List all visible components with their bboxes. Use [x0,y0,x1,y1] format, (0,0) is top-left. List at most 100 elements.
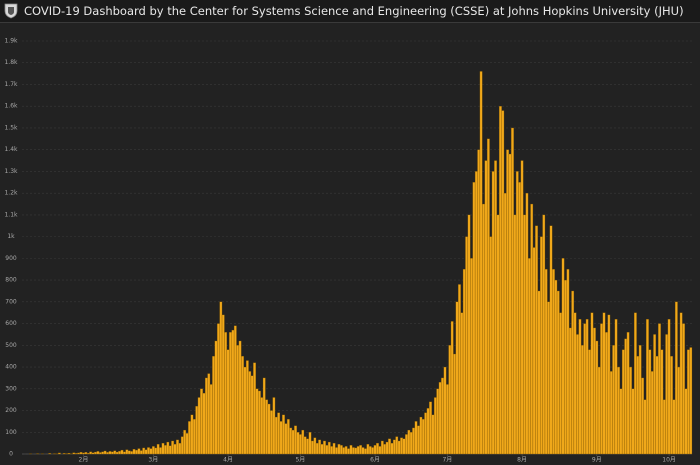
y-tick-label: 1k [7,233,15,240]
bar [474,171,478,455]
bar [662,399,666,455]
bar [484,160,488,455]
bar [238,340,242,455]
y-tick-label: 1.1k [4,211,18,218]
bar [602,312,606,455]
bar [646,319,649,455]
bar [301,429,305,455]
bar [313,437,317,455]
bar [655,356,659,455]
bar [262,377,266,455]
bar [378,446,382,455]
bar [151,446,155,455]
bar [414,421,418,455]
bar [385,441,389,455]
bar [118,451,121,455]
bar [672,399,676,455]
bar [443,366,447,455]
bar [612,345,616,455]
bar [648,349,652,455]
y-tick-label: 1.4k [4,146,18,153]
title: COVID-19 Dashboard by the Center for Sys… [24,4,684,18]
bar [682,323,685,455]
bar [178,442,182,455]
bar [311,440,314,455]
bar [164,445,167,455]
bar [335,447,338,455]
bar [576,334,579,455]
bar [352,447,355,455]
bar [94,451,97,455]
bar [91,452,95,455]
bar [62,453,66,455]
bar [98,452,102,455]
bar [402,438,406,455]
bar [542,214,546,455]
bar [501,110,505,455]
bar [499,106,502,455]
bar [339,445,343,455]
bar [359,445,362,455]
bar [168,445,172,455]
bar [149,448,153,455]
bar [503,193,507,455]
bar [142,447,146,455]
bar [552,269,555,455]
y-tick-label: 800 [5,277,17,284]
bar [650,371,654,455]
bar [180,436,184,455]
bar [265,399,268,455]
bar [600,323,603,455]
bar [327,441,331,455]
bar [282,414,285,455]
bar [84,452,88,455]
bar [482,203,485,455]
bar [253,362,256,455]
y-tick-label: 1.3k [4,168,18,175]
bar [527,258,531,455]
bar [658,323,661,455]
bar [159,447,162,455]
bar [496,214,500,455]
bar [624,338,628,455]
bar [96,451,100,455]
bar [226,349,230,455]
bar [689,347,693,455]
bar [200,388,203,455]
bar [684,388,688,455]
bar [626,332,630,455]
bar [677,366,681,455]
bar [48,453,52,455]
bar [479,71,483,455]
bar [525,193,529,455]
bar [373,445,377,455]
bar [636,356,640,455]
bar [383,444,387,455]
bar [687,349,690,455]
bar [221,314,225,455]
bar [130,451,134,455]
bar [233,325,237,455]
y-tick-label: 1.8k [4,59,18,66]
bar [236,345,240,455]
bar [561,258,565,455]
x-tick-label: 3月 [148,457,158,464]
y-tick-label: 1.6k [4,103,18,110]
bar [101,451,105,455]
bar [79,452,83,455]
bar [224,332,228,455]
bar [520,160,524,455]
bar [593,327,596,455]
bar [419,416,423,455]
bar [111,451,114,455]
x-tick-label: 5月 [295,457,305,464]
bar [489,236,493,455]
bar [467,214,471,455]
bar [106,452,109,455]
bar [368,446,372,455]
bar [390,442,394,455]
bar [643,399,647,455]
bar [147,447,150,455]
bar [448,345,452,455]
